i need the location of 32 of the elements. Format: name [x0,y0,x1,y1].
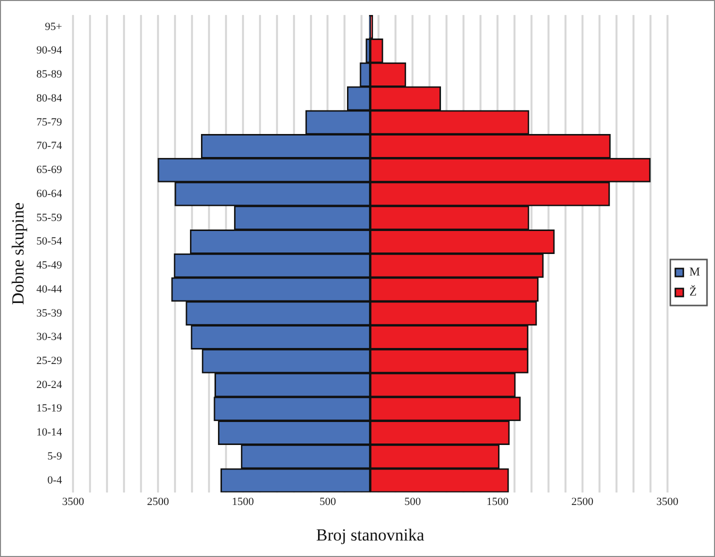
y-tick-label: 15-19 [36,402,63,415]
y-tick-label: 10-14 [36,426,63,439]
y-tick-label: 55-59 [36,212,63,224]
y-tick-label: 20-24 [36,378,63,391]
y-tick-label: 80-84 [36,92,63,104]
x-tick-label: 1500 [486,496,510,508]
x-axis-title: Broj stanovnika [316,525,425,544]
y-tick-label: 70-74 [36,140,63,152]
y-tick-label: 45-49 [36,260,63,272]
y-tick-label: 0-4 [47,474,63,486]
y-tick-label: 30-34 [36,331,63,344]
y-tick-label: 35-39 [36,307,63,320]
x-tick-label: 500 [404,496,422,508]
y-tick-label: 95+ [44,20,62,33]
y-tick-label: 25-29 [36,355,63,368]
x-tick-label: 500 [320,496,336,508]
y-tick-label: 85-89 [36,68,63,81]
y-tick-label: 40-44 [36,283,63,296]
x-tick-label: 1500 [232,496,254,508]
legend-label: M [689,264,700,279]
y-tick-label: 90-94 [36,44,63,57]
y-tick-label: 75-79 [36,116,63,128]
y-axis-title: Dobne skupine [8,202,28,305]
legend-label: Ž [689,284,697,299]
x-tick-label: 2500 [571,496,594,508]
x-tick-label: 3500 [62,496,85,508]
x-tick-label: 2500 [146,496,170,508]
x-tick-label: 3500 [656,496,679,508]
y-tick-label: 60-64 [36,188,63,200]
y-tick-label: 65-69 [36,164,63,176]
y-tick-label: 5-9 [47,450,63,462]
y-tick-label: 50-54 [36,236,63,248]
